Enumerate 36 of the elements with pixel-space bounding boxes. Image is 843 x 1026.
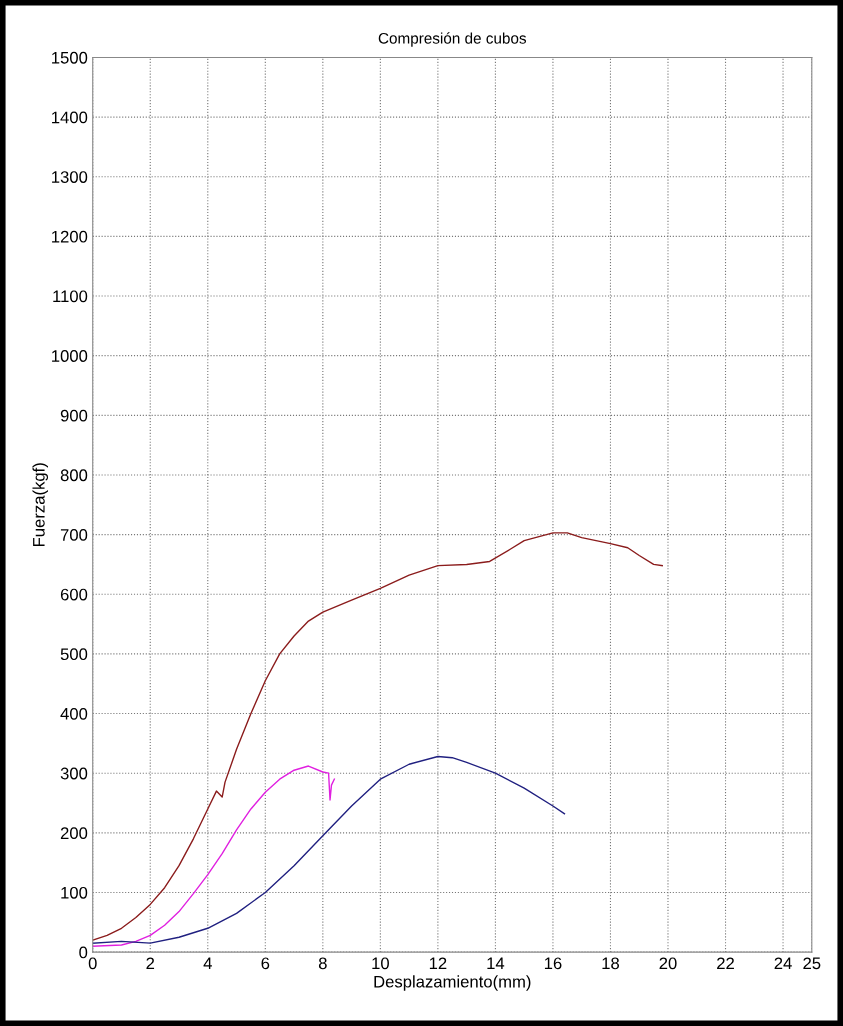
- y-tick-label: 800: [60, 469, 88, 482]
- y-tick-label: 1200: [52, 230, 88, 243]
- y-axis-title: Fuerza(kgf): [32, 463, 49, 547]
- x-tick-label: 16: [544, 957, 562, 970]
- y-tick-label: 300: [60, 767, 88, 780]
- y-tick-label: 0: [79, 946, 88, 959]
- chart-title: Compresión de cubos: [378, 32, 527, 47]
- line-series: [92, 755, 566, 944]
- y-tick-label: 100: [61, 886, 88, 899]
- x-tick-label: 22: [717, 957, 734, 970]
- y-tick-label: 200: [60, 827, 88, 840]
- y-tick-label: 400: [60, 707, 88, 720]
- x-tick-label: 12: [429, 957, 447, 970]
- y-tick-label: 1000: [52, 350, 88, 362]
- y-tick-label: 1100: [53, 290, 88, 303]
- x-tick-label: 20: [659, 957, 677, 970]
- y-tick-label: 1400: [52, 111, 88, 124]
- x-tick-label: 6: [261, 957, 270, 970]
- x-tick-label: 18: [602, 957, 620, 970]
- y-tick-label: 700: [60, 529, 88, 541]
- x-tick-label: 14: [487, 957, 505, 970]
- x-tick-label: 24: [774, 957, 792, 970]
- line-series: [92, 532, 663, 941]
- x-axis-title: Desplazamiento(mm): [374, 975, 531, 991]
- y-tick-label: 600: [60, 588, 88, 601]
- x-tick-label: 2: [146, 957, 155, 970]
- y-tick-label: 1300: [52, 171, 88, 183]
- y-tick-label: 500: [60, 648, 88, 661]
- line-series: [92, 765, 336, 947]
- x-tick-label: 0: [88, 957, 97, 970]
- x-tick-label: 8: [318, 957, 327, 970]
- x-tick-label: 10: [372, 957, 389, 970]
- x-tick-label: 25: [803, 957, 821, 970]
- x-tick-label: 4: [203, 957, 212, 970]
- y-tick-label: 900: [60, 409, 88, 422]
- y-tick-label: 1500: [52, 51, 88, 64]
